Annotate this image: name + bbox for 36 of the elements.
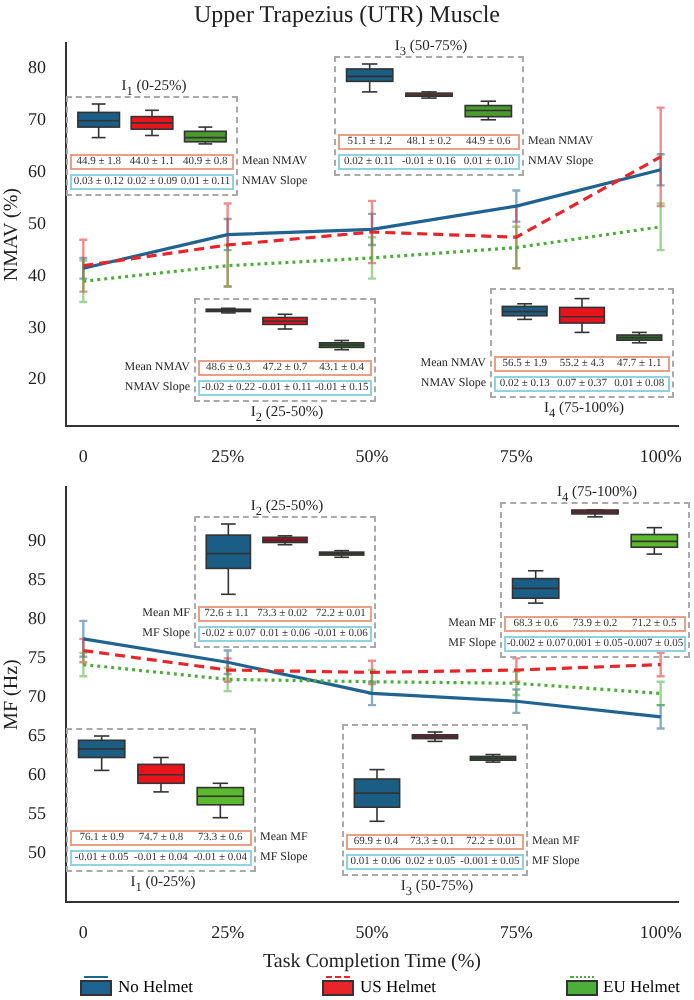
line-series bbox=[81, 225, 663, 283]
x-tick-label: 75% bbox=[499, 921, 534, 942]
y-tick-label: 80 bbox=[28, 608, 47, 629]
y-tick-label: 20 bbox=[28, 368, 47, 389]
x-tick-label: 100% bbox=[639, 445, 683, 466]
x-tick-label: 25% bbox=[211, 921, 246, 942]
x-tick-label: 50% bbox=[355, 921, 390, 942]
x-tick-label: 50% bbox=[355, 445, 390, 466]
y-tick-label: 60 bbox=[28, 764, 47, 785]
y-tick-label: 90 bbox=[28, 530, 47, 551]
y-tick-label: 50 bbox=[28, 212, 47, 233]
y-axis-title: MF (Hz) bbox=[1, 659, 24, 730]
y-axis-title: NMAV (%) bbox=[1, 188, 24, 282]
y-tick-label: 75 bbox=[28, 647, 47, 668]
line-series bbox=[81, 648, 663, 674]
legend-label: No Helmet bbox=[118, 976, 194, 996]
line-series bbox=[81, 662, 663, 696]
x-tick-label: 25% bbox=[211, 445, 246, 466]
legend-label: EU Helmet bbox=[603, 976, 680, 996]
chart-title: Upper Trapezius (UTR) Muscle bbox=[192, 0, 502, 30]
x-tick-label: 75% bbox=[499, 445, 534, 466]
y-tick-label: 55 bbox=[28, 803, 47, 824]
y-tick-label: 60 bbox=[28, 161, 47, 182]
x-tick-label: 0 bbox=[78, 445, 89, 466]
y-tick-label: 65 bbox=[28, 725, 47, 746]
y-tick-label: 30 bbox=[28, 316, 47, 337]
y-tick-label: 70 bbox=[28, 686, 47, 707]
y-tick-label: 40 bbox=[28, 264, 47, 285]
legend-label: US Helmet bbox=[360, 976, 437, 996]
y-tick-label: 70 bbox=[28, 109, 47, 130]
x-tick-label: 0 bbox=[78, 921, 89, 942]
x-tick-label: 100% bbox=[639, 921, 683, 942]
y-tick-label: 80 bbox=[28, 57, 47, 78]
x-axis-title: Task Completion Time (%) bbox=[262, 951, 482, 974]
y-tick-label: 50 bbox=[28, 842, 47, 862]
y-tick-label: 85 bbox=[28, 569, 47, 590]
